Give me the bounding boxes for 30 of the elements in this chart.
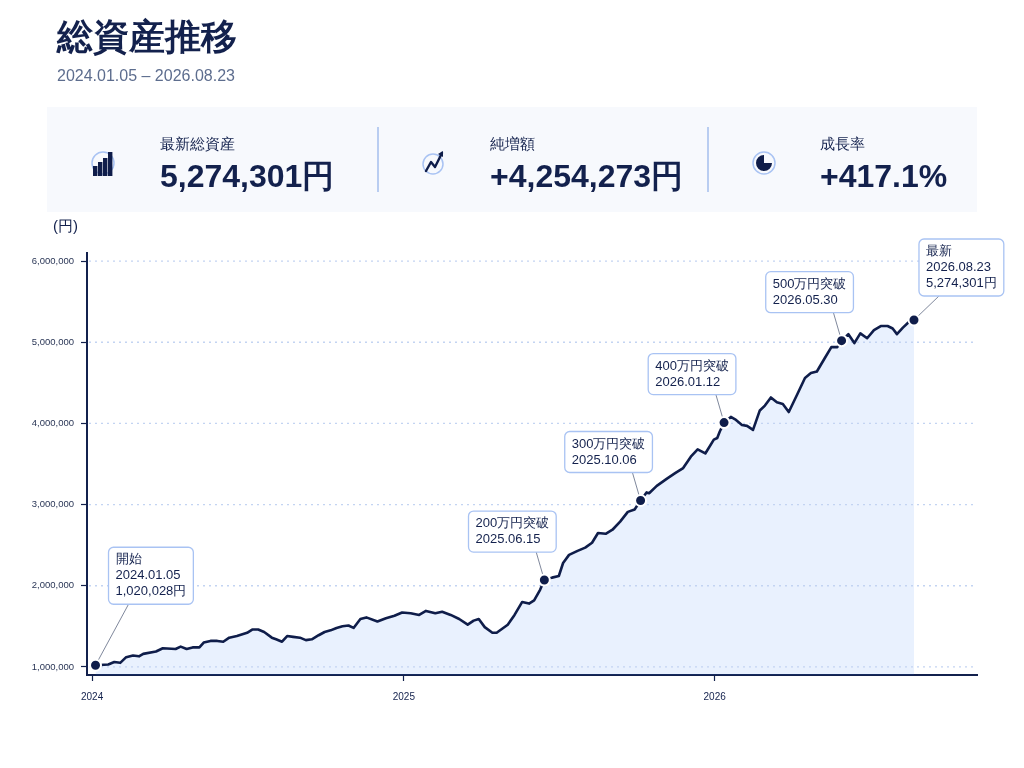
annotation: 最新 2026.08.23 5,274,301円	[925, 243, 997, 291]
text: +4,254,273円	[490, 157, 684, 196]
x-tick-label: 2025	[392, 690, 416, 702]
x-tick-label: 2026	[703, 690, 727, 702]
point	[537, 573, 551, 587]
text: 純増額	[490, 134, 535, 154]
annotation: 300万円突破 2025.10.06	[571, 435, 646, 467]
point	[835, 334, 849, 348]
y-tick-label: 1,000,000	[31, 660, 74, 672]
y-tick-label: 5,000,000	[31, 335, 74, 347]
point	[634, 494, 648, 508]
chart-subtitle: 2024.01.05 – 2026.08.23	[57, 66, 235, 86]
annotation: 500万円突破 2026.05.30	[772, 275, 847, 307]
annotation: 開始 2024.01.05 1,020,028円	[115, 551, 187, 599]
text: 5,274,301円	[160, 157, 335, 196]
point	[717, 416, 731, 430]
annotation: 400万円突破 2026.01.12	[655, 357, 729, 389]
y-tick-label: 4,000,000	[31, 417, 74, 429]
chart-title: 総資産推移	[57, 15, 237, 59]
text: +417.1%	[820, 157, 948, 196]
point	[907, 313, 921, 327]
point	[89, 658, 103, 672]
x-tick-label: 2024	[80, 690, 104, 702]
y-tick-label: 2,000,000	[31, 579, 74, 591]
annotation: 200万円突破 2025.06.15	[475, 515, 550, 547]
y-axis-title: (円)	[53, 217, 78, 235]
text: 成長率	[820, 134, 865, 154]
y-tick-label: 6,000,000	[31, 254, 74, 266]
y-tick-label: 3,000,000	[31, 498, 74, 510]
text: 最新総資産	[160, 134, 235, 154]
